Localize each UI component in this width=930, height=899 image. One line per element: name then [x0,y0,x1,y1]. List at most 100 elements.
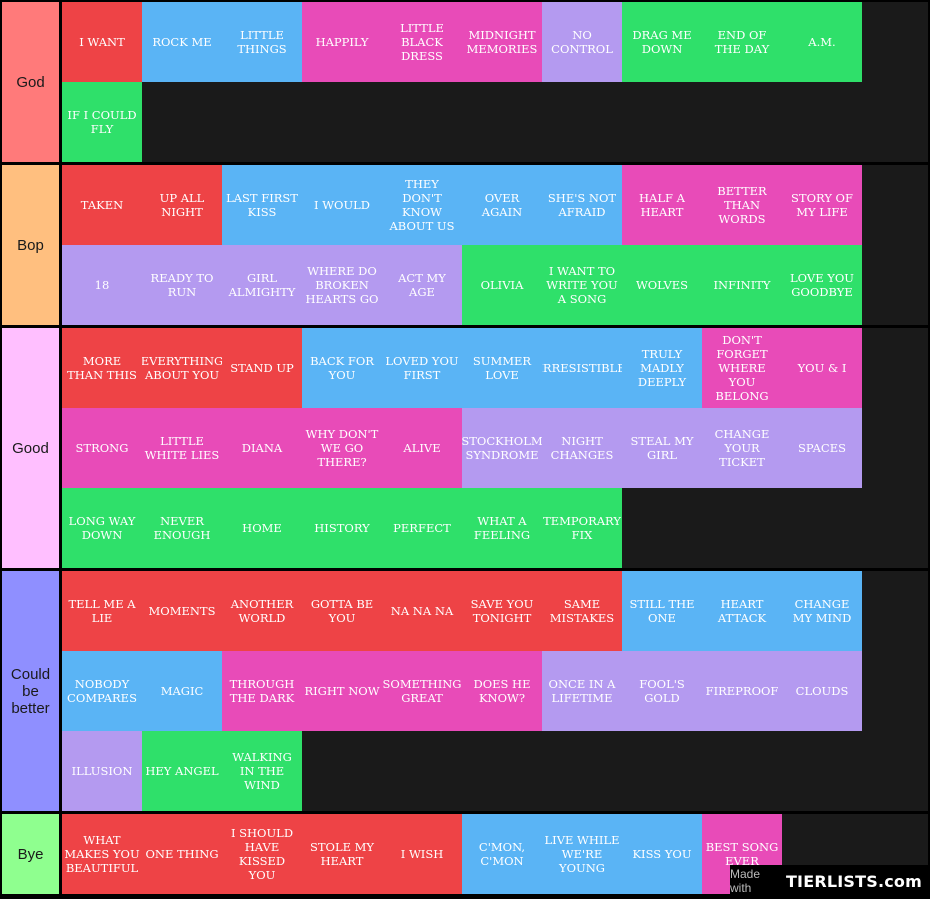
tier-item-card[interactable]: HOME [222,488,302,568]
tier-item-card[interactable]: STOLE MY HEART [302,814,382,894]
tier-item-card[interactable]: OVER AGAIN [462,165,542,245]
tier-item-card[interactable]: I WANT [62,2,142,82]
tier-item-card[interactable]: MAGIC [142,651,222,731]
tier-item-card[interactable]: END OF THE DAY [702,2,782,82]
tier-label[interactable]: Bye [2,814,59,894]
tier-item-card[interactable]: EVERYTHING ABOUT YOU [142,328,222,408]
tier-item-card[interactable]: SPACES [782,408,862,488]
tier-item-card[interactable]: HALF A HEART [622,165,702,245]
tier-item-card[interactable]: MIDNIGHT MEMORIES [462,2,542,82]
tier-item-card[interactable]: DRAG ME DOWN [622,2,702,82]
tier-item-card[interactable]: STAND UP [222,328,302,408]
tier-item-card[interactable]: GIRL ALMIGHTY [222,245,302,325]
tier-item-card[interactable]: WALKING IN THE WIND [222,731,302,811]
tier-drop-area[interactable]: WHAT MAKES YOU BEAUTIFUL ONE THING I SHOUL… [62,814,928,894]
tier-item-card[interactable]: BETTER THAN WORDS [702,165,782,245]
tier-item-card[interactable]: THEY DON'T KNOW ABOUT US [382,165,462,245]
tier-item-card[interactable]: ROCK ME [142,2,222,82]
tier-item-card[interactable]: LAST FIRST KISS [222,165,302,245]
tier-item-card[interactable]: ANOTHER WORLD [222,571,302,651]
tier-item-card[interactable]: IRRESISTIBLE [542,328,622,408]
tier-item-card[interactable]: DON'T FORGET WHERE YOU BELONG [702,328,782,408]
tier-item-card[interactable]: STRONG [62,408,142,488]
tier-item-card[interactable]: SHE'S NOT AFRAID [542,165,622,245]
tier-label[interactable]: God [2,2,59,162]
tier-item-card[interactable]: SUMMER LOVE [462,328,542,408]
tier-item-card[interactable]: NEVER ENOUGH [142,488,222,568]
tier-item-card[interactable]: ILLUSION [62,731,142,811]
tier-label[interactable]: Good [2,328,59,568]
tier-item-card[interactable]: TAKEN [62,165,142,245]
tier-item-card[interactable]: HEART ATTACK [702,571,782,651]
tier-item-card[interactable]: LOVE YOU GOODBYE [782,245,862,325]
tier-item-card[interactable]: PERFECT [382,488,462,568]
tier-item-card[interactable]: SOMETHING GREAT [382,651,462,731]
tier-item-card[interactable]: DOES HE KNOW? [462,651,542,731]
tier-item-card[interactable]: CLOUDS [782,651,862,731]
tier-item-card[interactable]: THROUGH THE DARK [222,651,302,731]
tier-item-card[interactable]: NOBODY COMPARES [62,651,142,731]
tier-item-card[interactable]: SAME MISTAKES [542,571,622,651]
tier-item-card[interactable]: LONG WAY DOWN [62,488,142,568]
tier-item-card[interactable]: CHANGE MY MIND [782,571,862,651]
tier-item-card[interactable]: WHAT A FEELING [462,488,542,568]
tier-drop-area[interactable]: MORE THAN THIS EVERYTHING ABOUT YOU STAND … [62,328,928,568]
tier-item-card[interactable]: STILL THE ONE [622,571,702,651]
tier-item-card[interactable]: NA NA NA [382,571,462,651]
tier-item-card[interactable]: GOTTA BE YOU [302,571,382,651]
tier-item-card[interactable]: SAVE YOU TONIGHT [462,571,542,651]
tier-item-card[interactable]: ACT MY AGE [382,245,462,325]
tier-item-card[interactable]: LOVED YOU FIRST [382,328,462,408]
tier-item-card[interactable]: DIANA [222,408,302,488]
tier-item-card[interactable]: 18 [62,245,142,325]
tier-item-card[interactable]: READY TO RUN [142,245,222,325]
tier-item-card[interactable]: MORE THAN THIS [62,328,142,408]
tier-item-card[interactable]: STEAL MY GIRL [622,408,702,488]
tier-item-card[interactable]: WHY DON'T WE GO THERE? [302,408,382,488]
tier-item-card[interactable]: HEY ANGEL [142,731,222,811]
tier-item-card[interactable]: ONE THING [142,814,222,894]
tier-item-card[interactable]: LITTLE THINGS [222,2,302,82]
tier-item-card[interactable]: INFINITY [702,245,782,325]
tier-item-card[interactable]: I WISH [382,814,462,894]
tier-item-card[interactable]: IF I COULD FLY [62,82,142,162]
tier-item-card[interactable]: LITTLE BLACK DRESS [382,2,462,82]
tier-item-card[interactable]: STORY OF MY LIFE [782,165,862,245]
tier-item-card[interactable]: NO CONTROL [542,2,622,82]
tier-item-card[interactable]: ONCE IN A LIFETIME [542,651,622,731]
tier-item-card[interactable]: C'MON, C'MON [462,814,542,894]
tier-item-card[interactable]: RIGHT NOW [302,651,382,731]
tier-item-card[interactable]: STOCKHOLM SYNDROME [462,408,542,488]
tier-item-card[interactable]: KISS YOU [622,814,702,894]
tier-item-card[interactable]: HISTORY [302,488,382,568]
tier-item-card[interactable]: FIREPROOF [702,651,782,731]
tier-item-card[interactable]: WHAT MAKES YOU BEAUTIFUL [62,814,142,894]
tier-item-card[interactable]: MOMENTS [142,571,222,651]
tier-item-card[interactable]: LITTLE WHITE LIES [142,408,222,488]
tier-item-card[interactable]: A.M. [782,2,862,82]
tier-item-card[interactable]: NIGHT CHANGES [542,408,622,488]
tierlists-logo: TIERLISTS.com [785,871,922,891]
tier-item-card[interactable]: OLIVIA [462,245,542,325]
tier-item-card[interactable]: ALIVE [382,408,462,488]
tier-item-card[interactable]: I SHOULD HAVE KISSED YOU [222,814,302,894]
tier-item-card[interactable]: TRULY MADLY DEEPLY [622,328,702,408]
tier-item-card[interactable]: I WANT TO WRITE YOU A SONG [542,245,622,325]
tier-item-card[interactable]: HAPPILY [302,2,382,82]
tier-item-card[interactable]: LIVE WHILE WE'RE YOUNG [542,814,622,894]
tier-label[interactable]: Could be better [2,571,59,811]
tier-item-card[interactable]: UP ALL NIGHT [142,165,222,245]
tier-item-card[interactable]: I WOULD [302,165,382,245]
tier-item-card[interactable]: TEMPORARY FIX [542,488,622,568]
tier-item-card[interactable]: CHANGE YOUR TICKET [702,408,782,488]
tier-item-card[interactable]: WHERE DO BROKEN HEARTS GO [302,245,382,325]
tier-item-card[interactable]: TELL ME A LIE [62,571,142,651]
tier-drop-area[interactable]: I WANT ROCK ME LITTLE THINGS HAPPILY LITTLE … [62,2,928,162]
tier-drop-area[interactable]: TELL ME A LIE MOMENTS ANOTHER WORLD GOTTA B… [62,571,928,811]
tier-item-card[interactable]: YOU & I [782,328,862,408]
tier-item-card[interactable]: BACK FOR YOU [302,328,382,408]
tier-item-card[interactable]: FOOL'S GOLD [622,651,702,731]
tier-label[interactable]: Bop [2,165,59,325]
tier-drop-area[interactable]: TAKEN UP ALL NIGHT LAST FIRST KISS I WOULD T… [62,165,928,325]
tier-item-card[interactable]: WOLVES [622,245,702,325]
